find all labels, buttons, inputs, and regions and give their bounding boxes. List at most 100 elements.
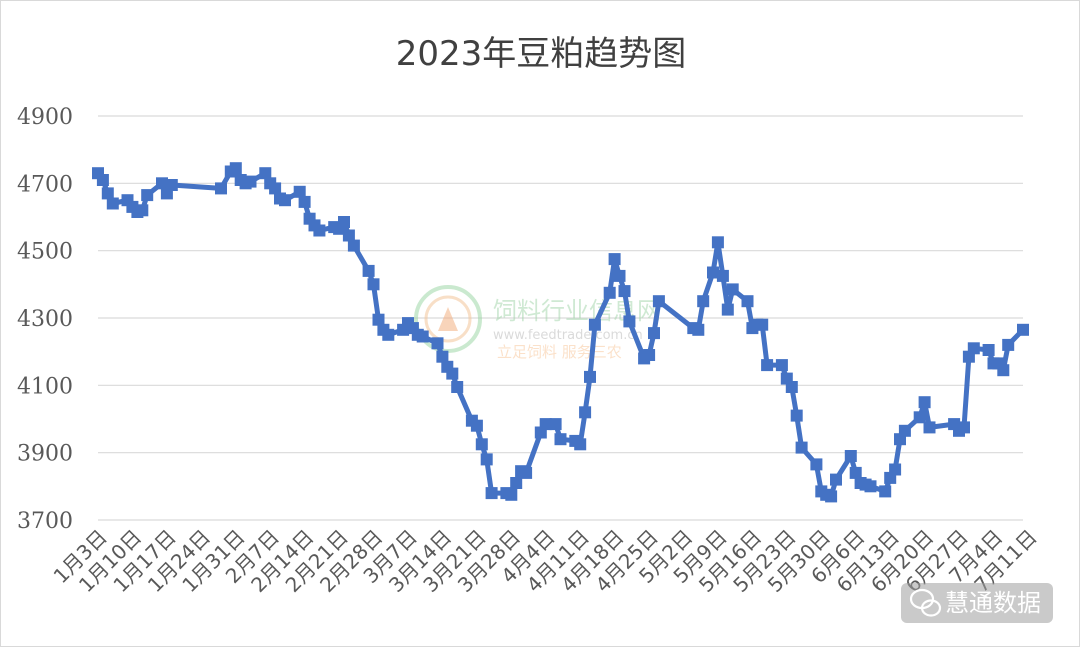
data-point [997, 364, 1010, 377]
data-point [830, 473, 842, 486]
data-point [470, 419, 483, 432]
data-point [485, 487, 498, 500]
data-point [756, 318, 769, 331]
data-point [229, 162, 242, 175]
brand-name: 慧通数据 [945, 589, 1041, 617]
data-point [652, 295, 665, 308]
data-point [918, 396, 931, 409]
y-tick-label: 4300 [17, 307, 73, 332]
data-point [259, 167, 272, 180]
data-point [446, 367, 459, 380]
data-point [741, 295, 754, 308]
data-point [864, 480, 877, 493]
data-point [982, 344, 995, 356]
watermark-slogan: 立足饲料 服务三农 [497, 343, 622, 361]
data-point [913, 411, 926, 424]
watermark-url: www.feedtrade.com.cn [493, 328, 643, 343]
y-tick-label: 4500 [17, 240, 73, 265]
data-point [362, 264, 375, 277]
data-point [613, 269, 626, 282]
y-tick-label: 3900 [17, 442, 73, 467]
data-point [795, 441, 808, 454]
data-point [761, 359, 774, 372]
data-point [775, 359, 788, 372]
data-point [549, 418, 562, 431]
data-point [539, 418, 552, 431]
series-markers [92, 162, 1029, 503]
data-point [451, 381, 464, 393]
data-point [1017, 323, 1029, 336]
data-point [156, 177, 168, 190]
data-point [648, 327, 660, 340]
data-point [825, 490, 838, 503]
chart-title: 2023年豆粕趋势图 [396, 34, 687, 74]
data-point [785, 381, 798, 393]
watermark-leaf-icon [438, 307, 458, 331]
data-point [707, 266, 719, 279]
data-point [372, 313, 385, 326]
data-point [588, 318, 601, 331]
data-point [618, 285, 631, 298]
y-tick-label: 3700 [17, 509, 73, 534]
data-point [879, 485, 892, 498]
wechat-icon [909, 588, 942, 617]
data-point [244, 175, 257, 188]
y-axis-ticks: 3700 3900 4100 4300 4500 4700 4900 [17, 105, 73, 534]
data-point [293, 185, 306, 198]
watermark-site-name: 饲料行业信息网 [493, 297, 661, 325]
data-point [215, 182, 227, 195]
data-point [269, 182, 282, 195]
data-point [608, 253, 621, 266]
data-point [790, 409, 803, 422]
watermark-logo-inner-icon [424, 295, 472, 343]
data-point [165, 179, 178, 191]
y-tick-label: 4700 [17, 172, 73, 197]
brand-badge: 慧通数据 [901, 583, 1053, 623]
data-point [958, 421, 970, 434]
y-tick-label: 4900 [17, 105, 73, 130]
data-point [367, 278, 380, 291]
data-point [136, 204, 149, 217]
data-point [416, 330, 429, 343]
data-point [643, 349, 656, 361]
data-point [298, 195, 311, 208]
data-point [338, 216, 350, 228]
data-point [96, 174, 109, 186]
data-point [603, 286, 616, 299]
data-point [431, 337, 444, 350]
data-point [711, 236, 724, 249]
data-point [480, 453, 493, 466]
data-point [584, 370, 596, 383]
data-point [844, 450, 857, 462]
data-point [554, 433, 567, 446]
data-point [849, 466, 862, 479]
data-point [382, 328, 395, 341]
data-point [623, 315, 636, 328]
data-point [510, 477, 523, 489]
data-point [141, 189, 154, 202]
data-point [967, 342, 980, 355]
data-point [106, 197, 119, 210]
x-axis-ticks: 1月3日1月10日1月17日1月24日1月31日2月7日2月14日2月21日2月… [49, 525, 1042, 597]
data-point [505, 488, 518, 501]
data-point [721, 303, 734, 316]
data-point [923, 421, 936, 434]
data-point [475, 438, 488, 451]
data-point [697, 295, 710, 308]
data-point [898, 424, 911, 437]
data-point [101, 187, 114, 200]
data-point [313, 224, 326, 237]
data-point [716, 269, 729, 282]
data-point [810, 458, 823, 471]
y-tick-label: 4100 [17, 374, 73, 399]
data-point [1002, 338, 1015, 351]
data-point [692, 323, 705, 336]
data-point [889, 463, 902, 476]
data-point [520, 466, 533, 479]
data-point [347, 239, 360, 252]
data-point [726, 283, 739, 296]
data-point [342, 229, 355, 242]
data-point [279, 194, 291, 207]
